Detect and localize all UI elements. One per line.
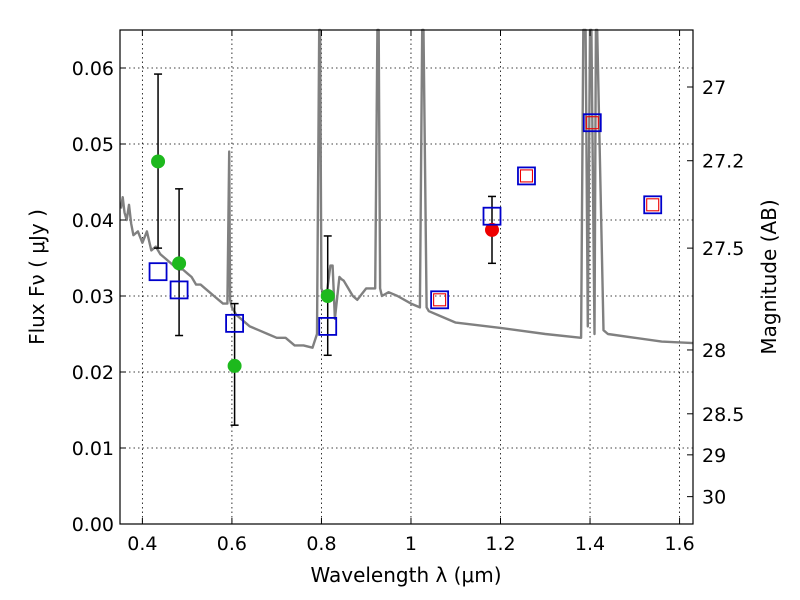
y-tick-label: 0.02 bbox=[72, 362, 114, 384]
photometry-point bbox=[227, 358, 242, 373]
detection-point bbox=[485, 222, 500, 237]
y-tick-label: 0.05 bbox=[72, 134, 114, 156]
photometry-point bbox=[320, 289, 335, 303]
photometry-point bbox=[172, 256, 187, 271]
right-tick-label: 27.5 bbox=[702, 238, 744, 260]
model-square bbox=[582, 113, 602, 133]
model-inner-square bbox=[519, 169, 534, 183]
model-inner-square bbox=[585, 116, 599, 130]
model-square bbox=[318, 316, 338, 336]
x-tick-label: 1.4 bbox=[575, 533, 605, 555]
model-square bbox=[148, 262, 168, 282]
model-square bbox=[517, 166, 536, 186]
y-tick-label: 0.03 bbox=[72, 286, 114, 308]
model-square bbox=[430, 290, 450, 310]
x-tick-label: 0.4 bbox=[127, 533, 157, 555]
y-axis-label: Flux Fν ( μJy ) bbox=[25, 209, 49, 345]
model-inner-square bbox=[646, 198, 660, 212]
x-tick-label: 1 bbox=[405, 533, 417, 555]
x-tick-label: 0.8 bbox=[306, 533, 336, 555]
x-tick-label: 0.6 bbox=[217, 533, 247, 555]
axes-frame bbox=[119, 29, 694, 525]
sed-spectrum-line bbox=[119, 28, 694, 349]
right-tick-label: 28 bbox=[702, 340, 726, 362]
y-tick-label: 0.06 bbox=[72, 58, 114, 80]
y-tick-label: 0.04 bbox=[72, 210, 114, 232]
ticks: 0.4 0.6 0.8 1 1.2 1.4 1.6 0.00 0.01 0.02 0.03 0.04 0… bbox=[72, 30, 744, 555]
right-tick-label: 29 bbox=[702, 445, 726, 467]
y-tick-label: 0.01 bbox=[72, 438, 114, 460]
x-tick-label: 1.6 bbox=[664, 533, 694, 555]
right-tick-label: 30 bbox=[702, 487, 726, 509]
right-tick-label: 27.2 bbox=[702, 151, 744, 173]
right-tick-label: 28.5 bbox=[702, 404, 744, 426]
x-tick-label: 1.2 bbox=[485, 533, 515, 555]
right-tick-label: 27 bbox=[702, 77, 726, 99]
grid bbox=[120, 30, 693, 525]
model-square bbox=[643, 195, 663, 215]
y-tick-label: 0.00 bbox=[72, 514, 114, 536]
model-square bbox=[482, 206, 502, 226]
model-square bbox=[225, 313, 245, 333]
plot-area bbox=[119, 28, 694, 426]
model-square bbox=[169, 280, 189, 300]
photometry-point bbox=[151, 154, 166, 169]
right-axis-label: Magnitude (AB) bbox=[757, 199, 781, 354]
model-inner-square bbox=[433, 293, 447, 307]
x-axis-label: Wavelength λ (μm) bbox=[310, 563, 501, 587]
